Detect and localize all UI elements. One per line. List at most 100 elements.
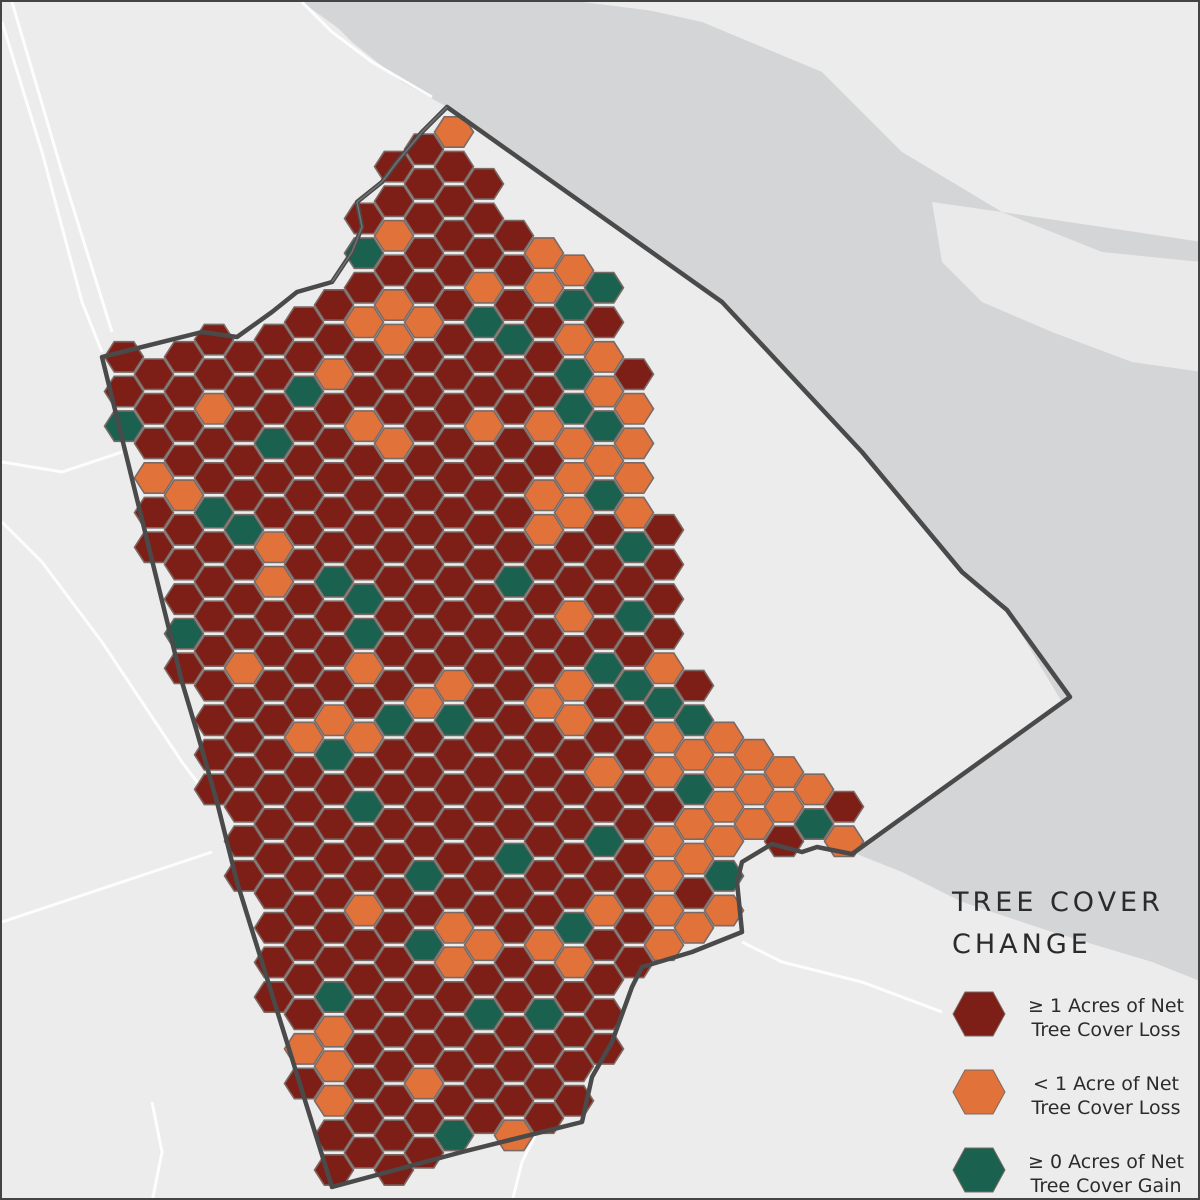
hexbin-cell: [523, 790, 565, 823]
hexbin-cell: [733, 807, 775, 841]
hexbin-cell: [313, 1050, 355, 1083]
hexbin-cell: [283, 444, 325, 477]
hexbin-cell: [343, 1136, 385, 1169]
hexbin-cell: [193, 392, 235, 425]
hexbin-cell: [493, 1050, 535, 1083]
legend-label-low-loss: < 1 Acre of Net Tree Cover Loss: [1031, 1073, 1181, 1119]
hexbin-cell: [343, 306, 385, 339]
hexbin-cell: [373, 496, 415, 529]
hexbin-cell: [343, 444, 385, 477]
hexbin-cell: [283, 513, 325, 546]
hexbin-cell: [523, 237, 565, 270]
hexbin-cell: [193, 531, 235, 564]
hexbin-cell: [463, 859, 505, 892]
hexbin-cell: [613, 565, 655, 598]
hexbin-cell: [313, 1084, 355, 1117]
hexbin-cell: [433, 219, 475, 252]
hexbin-cell: [133, 392, 175, 425]
hexbin-cell: [433, 358, 475, 391]
hexbin-cell: [643, 859, 685, 892]
hexbin-cell: [463, 1032, 505, 1065]
hexbin-cell: [283, 998, 325, 1031]
hexbin-cell: [523, 825, 565, 858]
hexbin-cell: [703, 825, 745, 858]
hexbin-cell: [283, 1067, 325, 1100]
hexbin-cell: [343, 790, 385, 823]
hexbin-cell: [643, 686, 685, 719]
hexbin-cell: [493, 946, 535, 979]
hexbin-cell: [253, 358, 295, 391]
hexbin-cell: [553, 669, 595, 702]
hexbin-cell: [463, 340, 505, 373]
hexbin-cell: [823, 790, 865, 823]
hexbin-cell: [403, 410, 445, 443]
hexbin-cell: [283, 548, 325, 581]
hexbin-cell: [673, 738, 715, 771]
hexbin-cell: [163, 375, 205, 408]
hexbin-cell: [433, 1084, 475, 1117]
hexbin-cell: [433, 773, 475, 806]
hexbin-cell: [583, 306, 625, 339]
hexbin-cell: [343, 617, 385, 650]
hexbin-cell: [463, 167, 505, 200]
hexbin-cell: [493, 219, 535, 252]
hexbin-cell: [223, 410, 265, 443]
legend: TREE COVER CHANGE ≥ 1 Acres of Net Tree …: [952, 882, 1192, 1198]
hexbin-cell: [343, 1102, 385, 1135]
hexbin-cell: [313, 358, 355, 391]
hexbin-cell: [643, 652, 685, 685]
hexbin-cell: [223, 513, 265, 546]
hexbin-cell: [433, 842, 475, 875]
hexbin-cell: [433, 669, 475, 702]
legend-title-line1: TREE COVER: [952, 887, 1164, 918]
hexbin-cell: [403, 652, 445, 685]
hexbin-cell: [343, 271, 385, 304]
hexbin-cell: [403, 583, 445, 616]
hexbin-cell: [463, 375, 505, 408]
hexbin-cell: [523, 859, 565, 892]
hexbin-cell: [163, 652, 205, 685]
hexbin-cell: [553, 773, 595, 806]
hexbin-cell: [253, 842, 295, 875]
hexbin-cell: [403, 686, 445, 719]
shoreline-outline: [331, 106, 448, 283]
hexbin-cell: [583, 894, 625, 927]
hexbin-cell: [403, 859, 445, 892]
hexbin-cell: [523, 306, 565, 339]
hexbin-cell: [703, 721, 745, 754]
hexbin-cell: [163, 479, 205, 512]
hexbin-cell: [643, 756, 685, 789]
hexbin-cell: [643, 583, 685, 616]
hexbin-cell: [553, 807, 595, 841]
hexbin-cell: [343, 1067, 385, 1100]
hexbin-cell: [373, 565, 415, 598]
hexbin-cell: [253, 773, 295, 806]
hexbin-cell: [673, 911, 715, 944]
roads: [2, 2, 943, 1198]
legend-label-high-loss: ≥ 1 Acres of Net Tree Cover Loss: [1028, 995, 1184, 1041]
hexbin-cell: [523, 617, 565, 650]
hexbin-cell: [763, 756, 805, 789]
hexbin-cell: [223, 583, 265, 616]
shore-land: [582, 2, 1198, 232]
hexbin-cell: [553, 496, 595, 529]
hexbin-cell: [463, 894, 505, 927]
hexbin-cell: [133, 358, 175, 391]
hexbin-cell: [283, 1032, 325, 1065]
hexbin-cell: [493, 323, 535, 356]
hexbin-cell: [583, 652, 625, 685]
hexbin-cell: [433, 946, 475, 979]
hexbin-cell: [433, 738, 475, 771]
hexbin-cell: [583, 513, 625, 546]
hexbin-cell: [493, 704, 535, 737]
hexbin-cell: [283, 306, 325, 339]
hexbin-cell: [373, 531, 415, 564]
hexbin-cell: [223, 652, 265, 685]
hexbin-cell: [373, 288, 415, 322]
hexbin-cell: [283, 617, 325, 650]
hexbin-cell: [643, 721, 685, 754]
hexbin-cell: [403, 825, 445, 858]
hexbin-cell: [463, 998, 505, 1031]
hexbin-cell: [403, 1067, 445, 1100]
